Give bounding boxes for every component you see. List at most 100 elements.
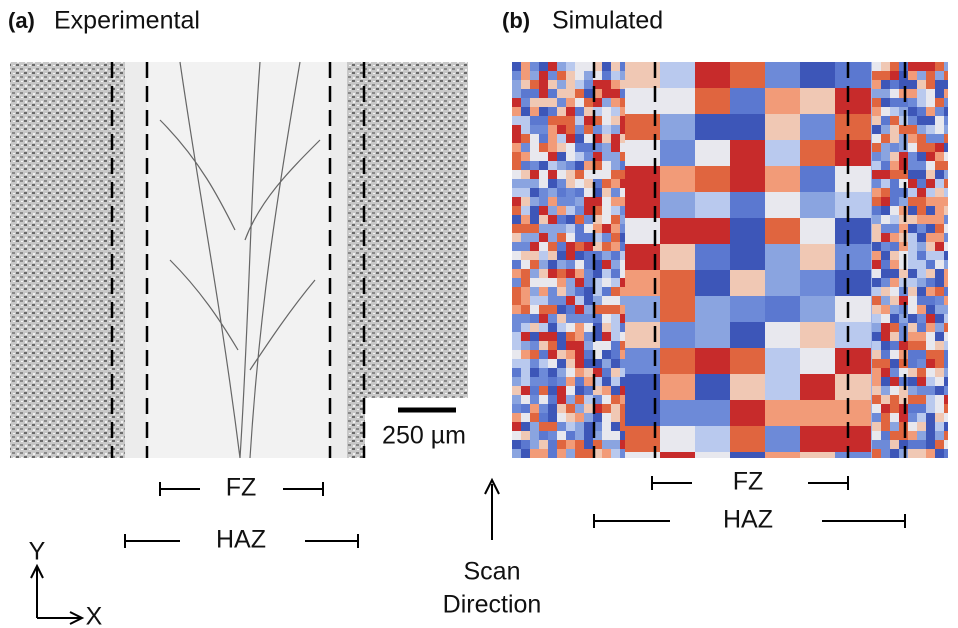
grain <box>566 71 575 80</box>
grain <box>566 161 575 170</box>
grain <box>620 422 629 431</box>
grain <box>539 170 548 179</box>
grain <box>548 224 557 233</box>
grain <box>926 89 935 98</box>
grain <box>935 80 944 89</box>
grain <box>566 287 575 296</box>
grain <box>557 242 566 251</box>
grain <box>835 166 871 193</box>
grain <box>539 215 548 224</box>
grain <box>908 359 917 368</box>
grain <box>593 368 602 377</box>
grain <box>548 134 557 143</box>
grain <box>800 426 836 453</box>
grain <box>548 296 557 305</box>
grain <box>620 197 629 206</box>
grain <box>548 260 557 269</box>
grain <box>620 251 629 260</box>
grain <box>512 206 521 215</box>
grain <box>908 287 917 296</box>
grain <box>730 244 766 271</box>
grain <box>611 188 620 197</box>
grain <box>566 143 575 152</box>
grain <box>926 143 935 152</box>
grain <box>512 260 521 269</box>
grain <box>521 188 530 197</box>
grain <box>602 260 611 269</box>
grain <box>521 314 530 323</box>
grain <box>512 62 521 71</box>
grain <box>593 62 602 71</box>
grain <box>530 296 539 305</box>
grain <box>539 359 548 368</box>
grain <box>557 278 566 287</box>
grain <box>890 251 899 260</box>
grain <box>899 404 908 413</box>
grain <box>575 143 584 152</box>
grain <box>944 179 948 188</box>
scan-label: Direction <box>443 591 542 619</box>
grain <box>890 188 899 197</box>
scan-label: Scan <box>464 558 521 586</box>
grain <box>602 98 611 107</box>
grain <box>926 260 935 269</box>
grain <box>872 125 881 134</box>
grain <box>899 278 908 287</box>
grain <box>730 374 766 401</box>
grain <box>620 404 629 413</box>
grain <box>835 62 871 89</box>
grain <box>625 452 661 458</box>
grain <box>566 323 575 332</box>
grain <box>800 270 836 297</box>
grain <box>765 296 801 323</box>
grain <box>872 422 881 431</box>
grain <box>575 62 584 71</box>
grain <box>593 323 602 332</box>
grain <box>593 332 602 341</box>
grain <box>890 422 899 431</box>
grain <box>908 431 917 440</box>
grain <box>695 322 731 349</box>
grain <box>917 62 926 71</box>
grain <box>890 152 899 161</box>
grain <box>530 332 539 341</box>
grain <box>620 395 629 404</box>
grain <box>593 296 602 305</box>
grain <box>899 269 908 278</box>
grain <box>611 323 620 332</box>
grain <box>584 314 593 323</box>
grain <box>890 431 899 440</box>
grain <box>593 269 602 278</box>
grain <box>548 386 557 395</box>
grain <box>530 188 539 197</box>
grain <box>899 71 908 80</box>
grain <box>872 449 881 458</box>
grain <box>611 71 620 80</box>
grain <box>593 170 602 179</box>
grain <box>899 323 908 332</box>
grain <box>872 341 881 350</box>
grain <box>620 206 629 215</box>
grain <box>917 305 926 314</box>
grain <box>602 359 611 368</box>
grain <box>521 143 530 152</box>
grain <box>899 242 908 251</box>
grain <box>557 305 566 314</box>
grain <box>926 323 935 332</box>
grain <box>566 341 575 350</box>
grain <box>899 188 908 197</box>
grain <box>917 404 926 413</box>
grain <box>872 224 881 233</box>
grain <box>881 152 890 161</box>
grain <box>835 192 871 219</box>
grain <box>548 206 557 215</box>
grain <box>620 224 629 233</box>
grain <box>908 377 917 386</box>
grain <box>530 161 539 170</box>
grain <box>566 125 575 134</box>
grain <box>908 206 917 215</box>
grain <box>521 62 530 71</box>
grain <box>917 107 926 116</box>
grain <box>521 350 530 359</box>
